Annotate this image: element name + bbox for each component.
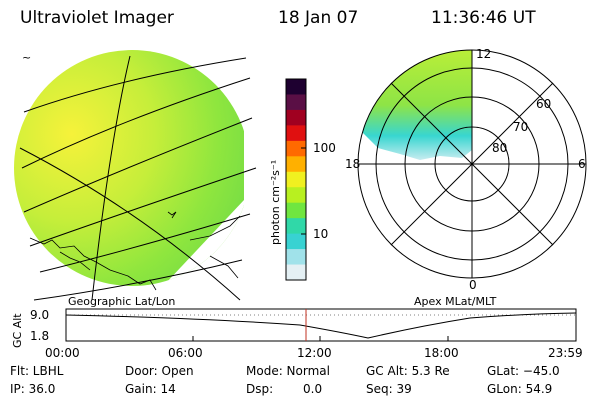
colorbar-segment <box>286 125 306 142</box>
geographic-grid <box>19 55 257 301</box>
altitude-axis-label: GC Alt <box>11 313 24 348</box>
polar-uv-image <box>362 50 472 160</box>
info-door: Door: Open <box>125 364 194 378</box>
colorbar-segment <box>286 264 306 281</box>
geographic-image-panel <box>14 50 257 301</box>
geographic-caption: Geographic Lat/Lon <box>68 295 176 308</box>
altitude-label-high: 9.0 <box>30 308 50 322</box>
colorbar-segment <box>286 171 306 188</box>
info-mode: Mode: Normal <box>246 364 330 378</box>
colorbar-segment <box>286 94 306 111</box>
info-filter: Flt: LBHL <box>10 364 64 378</box>
info-glat: GLat: −45.0 <box>487 364 560 378</box>
mlt-label-0: 0 <box>469 278 477 292</box>
colorbar-segment <box>286 79 306 96</box>
info-dsp-value: 0.0 <box>303 382 323 396</box>
corner-mark: ~ <box>22 51 32 64</box>
info-seq: Seq: 39 <box>366 382 412 396</box>
colorbar <box>285 78 307 281</box>
colorbar-segment <box>286 187 306 204</box>
colorbar-segment <box>286 109 306 126</box>
lat-label-60: 60 <box>536 97 552 111</box>
time-label-1200: 12:00 <box>297 346 332 360</box>
lat-label-80: 80 <box>492 141 508 155</box>
colorbar-segment <box>286 156 306 173</box>
coastline <box>29 211 241 291</box>
info-gain: Gain: 14 <box>125 382 176 396</box>
colorbar-tick-10: 10 <box>313 227 329 241</box>
mlt-label-6: 6 <box>578 157 586 171</box>
altitude-frame <box>65 308 577 342</box>
info-ip: IP: 36.0 <box>10 382 56 396</box>
mlt-label-18: 18 <box>345 157 361 171</box>
info-glon: GLon: 54.9 <box>487 382 553 396</box>
altitude-curve <box>65 312 577 339</box>
colorbar-segment <box>286 249 306 266</box>
info-dsp: Dsp: <box>246 382 274 396</box>
polar-plot <box>357 49 587 279</box>
time-label-0600: 06:00 <box>168 346 203 360</box>
colorbar-unit-label: photon cm⁻²s⁻¹ <box>269 159 282 245</box>
info-gc-alt: GC Alt: 5.3 Re <box>366 364 450 378</box>
colorbar-tick-100: 100 <box>313 141 336 155</box>
altitude-label-low: 1.8 <box>30 329 50 343</box>
lat-label-70: 70 <box>513 120 529 134</box>
time-label-1800: 18:00 <box>424 346 459 360</box>
image-date: 18 Jan 07 <box>278 8 359 28</box>
time-label-0000: 00:00 <box>45 346 80 360</box>
app-title: Ultraviolet Imager <box>20 8 174 28</box>
colorbar-frame <box>285 78 307 281</box>
colorbar-segment <box>286 233 306 250</box>
time-label-2359: 23:59 <box>548 346 583 360</box>
colorbar-segment <box>286 140 306 157</box>
mlt-label-12: 12 <box>476 47 492 61</box>
image-time: 11:36:46 UT <box>431 8 536 28</box>
colorbar-segment <box>286 218 306 235</box>
polar-caption: Apex MLat/MLT <box>414 295 497 308</box>
colorbar-segment <box>286 202 306 219</box>
altitude-strip <box>65 308 577 342</box>
